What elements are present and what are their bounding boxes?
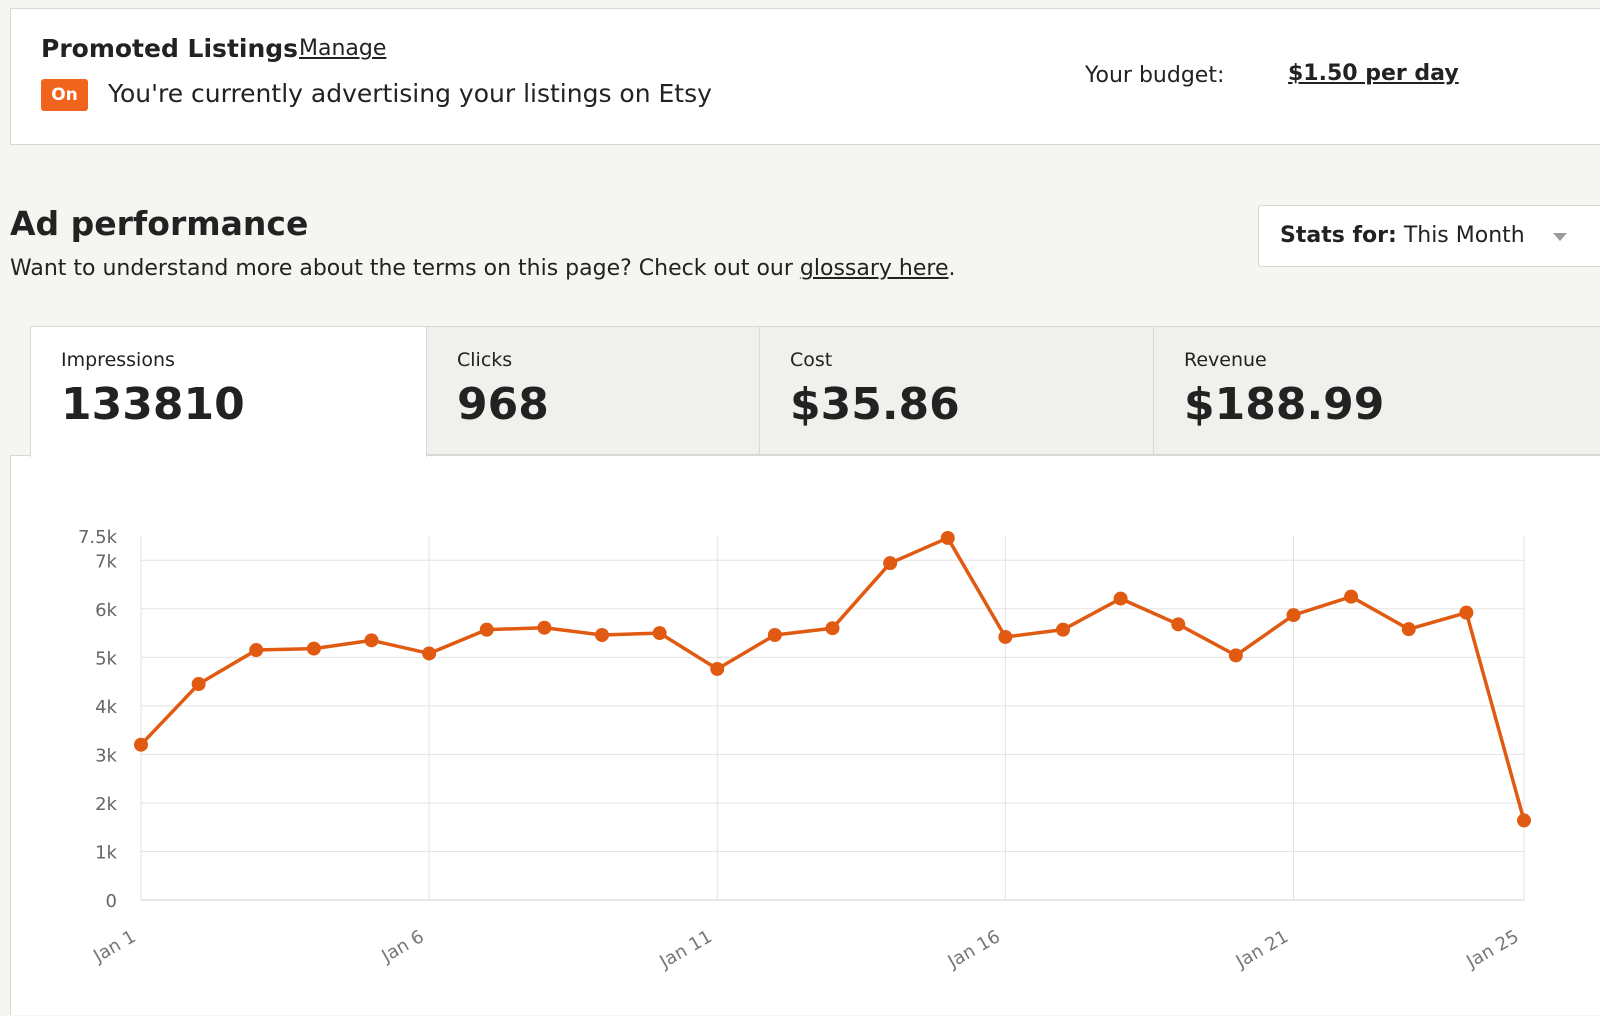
y-tick-label: 2k [95,794,117,815]
description-period: . [948,256,956,281]
data-point [306,641,321,656]
ad-performance-description: Want to understand more about the terms … [10,256,955,281]
impressions-line-chart: 0 1k 2k 3k 4k 5k 6k 7k 7.5k Jan 1 Jan 6 Jan 11 Jan 1… [78,527,1531,973]
data-point [1517,813,1531,828]
glossary-link[interactable]: glossary here [799,256,949,281]
metric-value: $35.86 [790,379,960,430]
y-tick-label: 7k [95,551,117,572]
data-point [883,556,898,571]
chevron-down-icon [1553,233,1567,241]
promoted-listings-card: Promoted Listings Manage On You're curre… [10,8,1600,145]
x-tick-label: Jan 6 [377,926,427,967]
impressions-chart-card: 0 1k 2k 3k 4k 5k 6k 7k 7.5k Jan 1 Jan 6 Jan 11 Jan 1… [10,455,1600,1015]
metric-label: Revenue [1184,349,1267,371]
data-point [1056,622,1070,637]
data-point [652,626,667,641]
data-point [1113,591,1128,606]
data-point [479,622,494,637]
y-tick-label: 7.5k [78,527,118,548]
data-point [1344,589,1359,604]
x-tick-label: Jan 21 [1232,926,1292,973]
data-point [940,530,955,545]
promoted-listings-title: Promoted Listings [41,34,299,63]
metric-label: Impressions [61,349,175,371]
data-point [1286,608,1301,623]
tab-clicks[interactable]: Clicks 968 [426,326,760,455]
data-point [134,737,148,752]
y-tick-label: 4k [95,697,117,718]
data-point [422,646,437,661]
y-tick-label: 6k [95,600,117,621]
metric-label: Clicks [457,349,513,371]
ad-performance-title: Ad performance [10,204,309,243]
budget-label: Your budget: [1085,63,1225,88]
status-badge: On [41,79,88,111]
metric-value: $188.99 [1184,379,1385,430]
data-point [537,620,552,635]
metric-value: 968 [457,379,549,430]
impressions-series-line [139,536,1526,821]
x-tick-label: Jan 16 [944,926,1004,973]
tab-impressions[interactable]: Impressions 133810 [30,326,427,457]
tab-cost[interactable]: Cost $35.86 [759,326,1154,455]
y-tick-label: 0 [106,891,117,912]
stats-period-value: This Month [1403,223,1525,248]
description-text: Want to understand more about the terms … [10,256,800,281]
manage-link[interactable]: Manage [299,36,387,61]
data-point [998,629,1013,644]
metric-value: 133810 [61,379,245,430]
data-point [364,633,379,648]
x-tick-label: Jan 1 [89,926,139,967]
data-point [767,628,782,643]
x-tick-label: Jan 11 [656,926,716,973]
metric-tabs: Impressions 133810 Clicks 968 Cost $35.8… [30,326,1600,457]
budget-link[interactable]: $1.50 per day [1288,61,1459,86]
promotion-status-text: You're currently advertising your listin… [108,79,712,108]
y-tick-label: 3k [95,745,117,766]
y-tick-label: 5k [95,648,117,669]
data-point [1171,617,1186,632]
data-point [1459,605,1474,620]
data-point [1228,648,1243,663]
y-tick-label: 1k [95,842,117,863]
data-point [1401,622,1416,637]
metric-label: Cost [790,349,833,371]
stats-for-label: Stats for: [1280,223,1397,248]
data-point [825,621,840,636]
x-tick-label: Jan 25 [1462,926,1522,973]
data-point [191,677,206,692]
data-point [710,661,725,676]
data-point [595,628,609,643]
tab-revenue[interactable]: Revenue $188.99 [1153,326,1600,455]
stats-period-dropdown[interactable]: Stats for: This Month [1258,205,1600,267]
data-point [249,643,264,658]
